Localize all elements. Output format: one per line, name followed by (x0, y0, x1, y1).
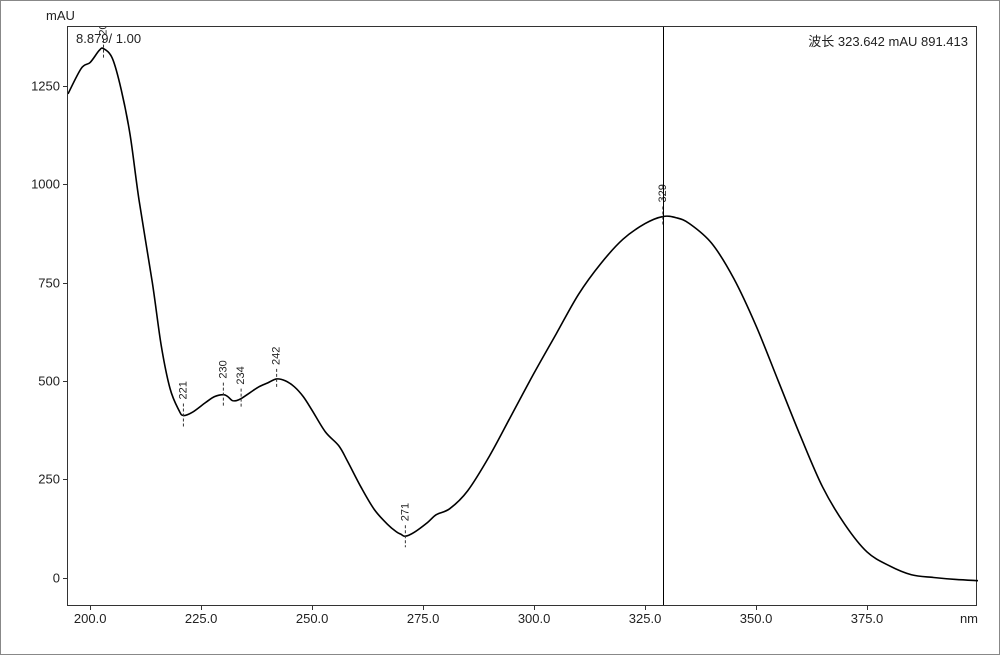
peak-label: 271 (399, 503, 411, 521)
y-tick-label: 1250 (20, 78, 60, 93)
peak-marker: 230 (217, 360, 229, 406)
x-axis-unit: nm (960, 611, 978, 626)
y-tick-label: 750 (20, 275, 60, 290)
x-tick-label: 300.0 (518, 611, 551, 626)
y-tick-label: 500 (20, 373, 60, 388)
cursor-vertical-line[interactable] (663, 27, 664, 605)
peak-label: 221 (177, 381, 189, 399)
x-tick-label: 200.0 (74, 611, 107, 626)
spectrum-chart: mAU nm 0 250 500 750 1000 1250 200.0 225.0 250.… (0, 0, 1000, 655)
peak-marker: 203 (98, 27, 110, 58)
peak-label: 203 (98, 27, 110, 36)
peak-marker: 271 (399, 503, 411, 547)
peak-label: 242 (271, 347, 283, 365)
y-axis-unit: mAU (46, 8, 75, 23)
x-tick-label: 225.0 (185, 611, 218, 626)
x-tick-label: 250.0 (296, 611, 329, 626)
peak-label: 230 (217, 360, 229, 378)
spectrum-line-svg: 203221230234242271329 (68, 27, 978, 607)
peak-marker: 242 (271, 347, 283, 389)
x-tick-label: 375.0 (851, 611, 884, 626)
spectrum-line (68, 48, 978, 581)
peak-marker: 221 (177, 381, 189, 427)
plot-area: mAU nm 025050075010001250 200.0225.0250.… (67, 26, 977, 606)
y-tick-label: 0 (20, 570, 60, 585)
y-tick-label: 1000 (20, 177, 60, 192)
y-tick-label: 250 (20, 472, 60, 487)
x-tick-label: 275.0 (407, 611, 440, 626)
x-tick-label: 350.0 (740, 611, 773, 626)
peak-label: 234 (235, 366, 247, 384)
peak-marker: 234 (235, 366, 247, 408)
x-tick-label: 325.0 (629, 611, 662, 626)
